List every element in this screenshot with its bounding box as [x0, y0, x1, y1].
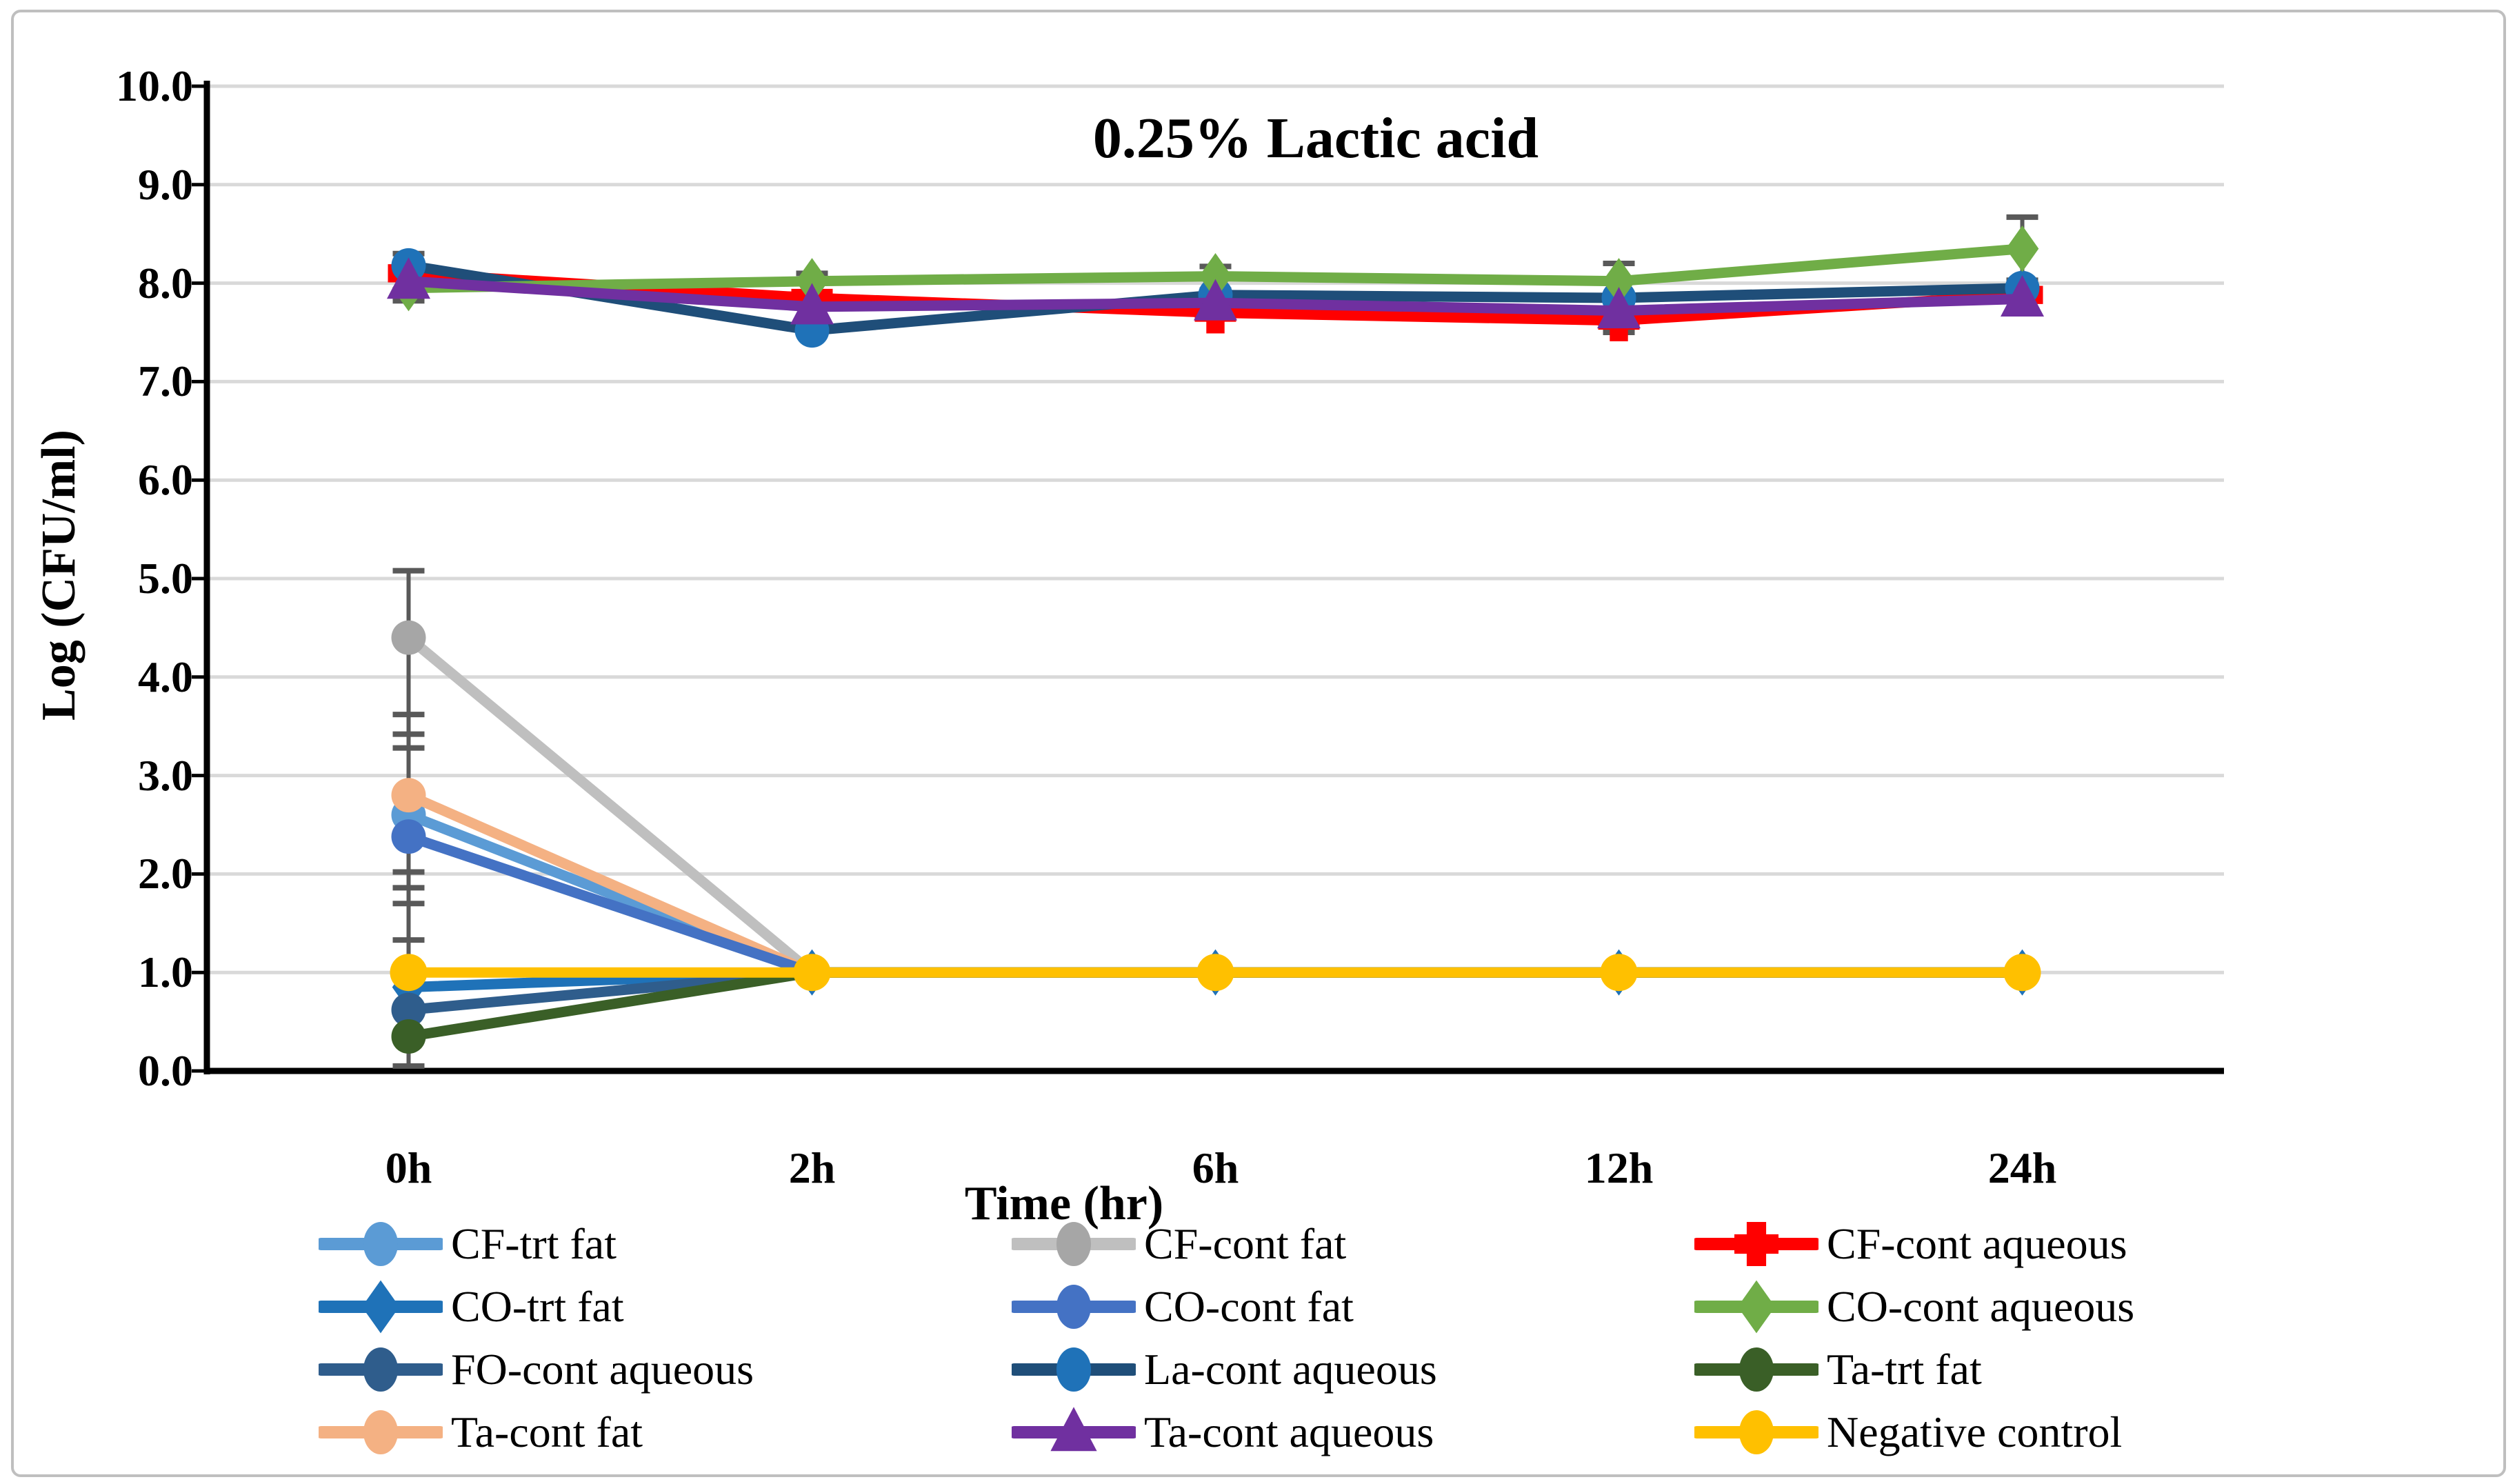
legend-marker-icon	[1739, 1410, 1774, 1454]
chart-title: 0.25% Lactic acid	[1092, 106, 1539, 170]
legend-item-label: La-cont aqueous	[1144, 1344, 1437, 1394]
legend-marker-icon	[1737, 1280, 1776, 1333]
marker-negative-control	[2003, 954, 2041, 992]
marker-co-cont-aqueous	[1199, 253, 1232, 300]
x-tick-label: 6h	[1192, 1143, 1239, 1192]
legend-swatch	[1012, 1347, 1136, 1392]
legend-item-label: CO-cont fat	[1144, 1281, 1354, 1331]
legend-swatch	[1012, 1406, 1136, 1451]
legend-item: CF-cont fat	[1012, 1215, 1694, 1273]
legend-item-label: CF-trt fat	[451, 1219, 617, 1268]
legend-item: Ta-cont aqueous	[1012, 1403, 1694, 1461]
y-tick-label: 0.0	[138, 1046, 193, 1095]
marker-co-cont-aqueous	[1602, 258, 1636, 305]
legend-item: CF-cont aqueous	[1694, 1215, 2387, 1273]
y-tick-label: 8.0	[138, 258, 193, 308]
legend-swatch	[1012, 1221, 1136, 1266]
legend-swatch	[319, 1221, 443, 1266]
legend-marker-icon	[1056, 1347, 1091, 1392]
marker-cf-cont-fat	[391, 620, 426, 655]
legend-marker-icon	[363, 1347, 398, 1392]
legend-item-label: CO-trt fat	[451, 1281, 624, 1331]
legend-swatch	[1012, 1284, 1136, 1329]
legend-item-label: Ta-trt fat	[1827, 1344, 1982, 1394]
legend-item: CO-trt fat	[319, 1278, 1012, 1336]
marker-negative-control	[390, 954, 428, 992]
legend-marker-icon	[1050, 1406, 1097, 1451]
legend-item: CF-trt fat	[319, 1215, 1012, 1273]
y-tick-label: 9.0	[138, 159, 193, 209]
legend-swatch	[319, 1347, 443, 1392]
x-axis-title: Time (hr)	[964, 1177, 1164, 1230]
series-line-ta-cont-fat	[403, 790, 2027, 978]
y-tick-label: 1.0	[138, 947, 193, 997]
y-tick-label: 6.0	[138, 455, 193, 505]
y-tick-label: 2.0	[138, 849, 193, 899]
x-tick-label: 0h	[385, 1143, 432, 1192]
marker-co-cont-fat	[391, 819, 426, 854]
y-tick-label: 4.0	[138, 652, 193, 701]
legend-swatch	[1694, 1280, 1818, 1333]
marker-co-cont-aqueous	[2005, 225, 2039, 272]
x-tick-label: 12h	[1584, 1143, 1654, 1192]
marker-ta-trt-fat	[391, 1019, 426, 1054]
y-tick-label: 3.0	[138, 750, 193, 800]
legend-item: CO-cont fat	[1012, 1278, 1694, 1336]
marker-ta-cont-aqueous	[790, 283, 834, 325]
marker-ta-cont-aqueous	[387, 257, 430, 299]
legend-swatch	[1694, 1221, 1818, 1266]
marker-negative-control	[1196, 954, 1234, 992]
marker-negative-control	[793, 954, 831, 992]
legend-item-label: FO-cont aqueous	[451, 1344, 754, 1394]
legend-item: Ta-trt fat	[1694, 1341, 2387, 1398]
marker-co-cont-aqueous	[795, 258, 829, 305]
legend-swatch	[1694, 1410, 1818, 1454]
legend-marker-icon	[361, 1280, 400, 1333]
legend-swatch	[1694, 1347, 1818, 1392]
y-tick-label: 7.0	[138, 357, 193, 406]
legend-item: La-cont aqueous	[1012, 1341, 1694, 1398]
x-tick-label: 24h	[1987, 1143, 2057, 1192]
marker-ta-cont-fat	[391, 778, 426, 813]
legend-item-label: Ta-cont fat	[451, 1407, 643, 1456]
figure-border-frame	[11, 10, 2506, 1477]
legend-item-label: CF-cont aqueous	[1827, 1219, 2127, 1268]
marker-negative-control	[1600, 954, 1638, 992]
legend-marker-icon	[1739, 1347, 1774, 1392]
marker-ta-cont-aqueous	[1597, 287, 1641, 329]
marker-ta-cont-aqueous	[2001, 274, 2044, 317]
legend-item-label: CF-cont fat	[1144, 1219, 1347, 1268]
legend-marker-icon	[1734, 1221, 1778, 1266]
legend-item-label: Negative control	[1827, 1407, 2123, 1456]
legend-swatch	[319, 1410, 443, 1454]
legend-marker-icon	[363, 1410, 398, 1454]
y-tick-label: 10.0	[116, 61, 193, 110]
x-tick-label: 2h	[788, 1143, 836, 1192]
marker-fo-cont-aqueous	[391, 992, 426, 1027]
legend-item: CO-cont aqueous	[1694, 1278, 2387, 1336]
legend-swatch	[319, 1280, 443, 1333]
chart-legend: CF-trt fat CF-cont fat CF-cont aqueous CO-t…	[319, 1212, 2387, 1463]
legend-item: Ta-cont fat	[319, 1403, 1012, 1461]
y-tick-label: 5.0	[138, 554, 193, 603]
legend-marker-icon	[363, 1221, 398, 1266]
legend-marker-icon	[1056, 1221, 1091, 1266]
marker-ta-cont-aqueous	[1194, 279, 1237, 321]
legend-item: Negative control	[1694, 1403, 2387, 1461]
legend-marker-icon	[1056, 1284, 1091, 1329]
legend-item: FO-cont aqueous	[319, 1341, 1012, 1398]
legend-item-label: Ta-cont aqueous	[1144, 1407, 1434, 1456]
legend-item-label: CO-cont aqueous	[1827, 1281, 2135, 1331]
